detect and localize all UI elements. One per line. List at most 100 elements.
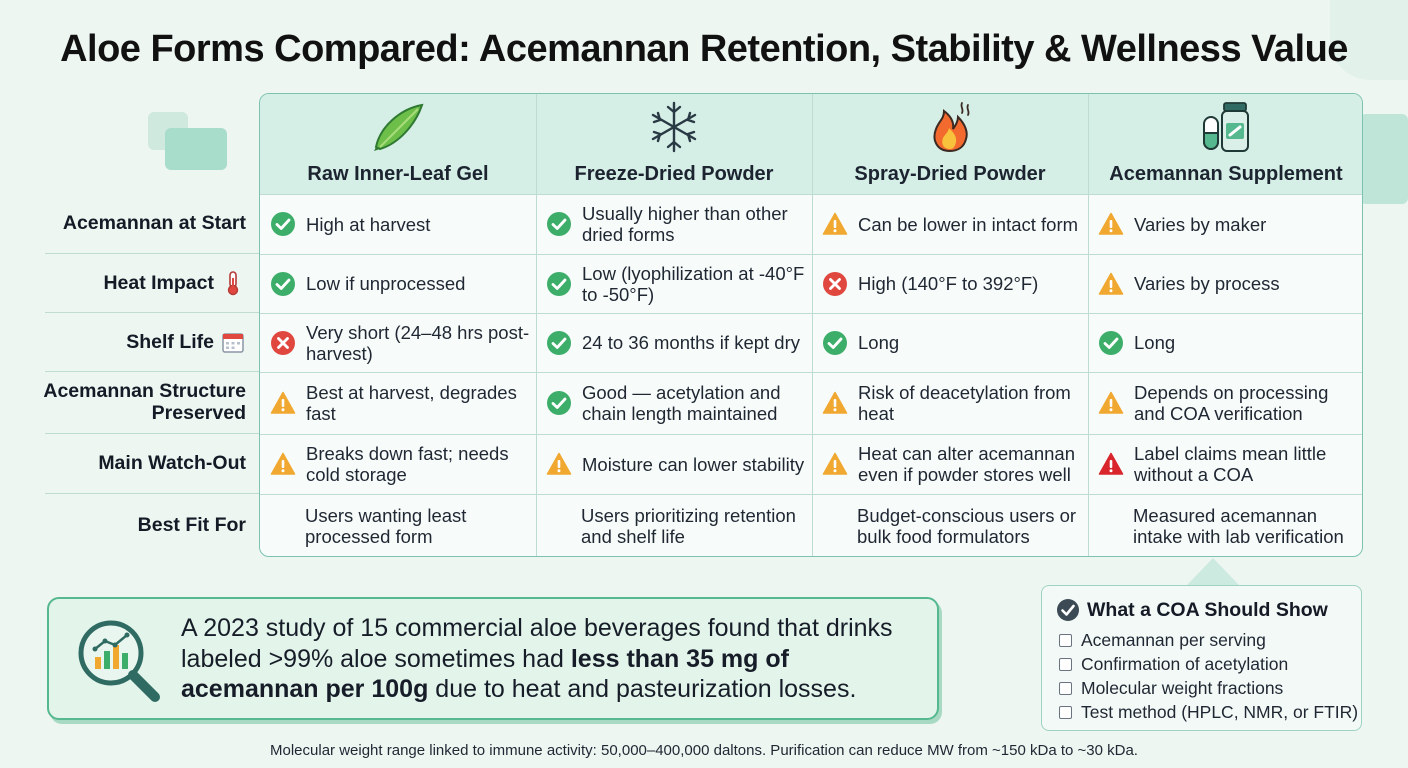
table-cell: Varies by maker <box>1088 194 1362 254</box>
cell-text: Long <box>858 332 900 353</box>
row-label-divider <box>45 371 259 372</box>
snowflake-icon <box>646 99 702 155</box>
checkbox-icon <box>1059 681 1072 695</box>
background-shape <box>1360 114 1408 204</box>
calendar-icon <box>220 329 246 355</box>
table-cell: Low (lyophilization at -40°F to -50°F) <box>536 254 812 313</box>
study-callout: A 2023 study of 15 commercial aloe bever… <box>47 597 939 720</box>
cross-icon <box>822 271 848 297</box>
cell-text: Measured acemannan intake with lab verif… <box>1133 505 1344 547</box>
row-label: Heat Impact <box>30 253 246 312</box>
table-cell: Low if unprocessed <box>260 254 536 313</box>
cell-text: Depends on processing and COA verificati… <box>1134 382 1329 424</box>
row-divider <box>260 372 1362 373</box>
column-header-label: Acemannan Supplement <box>1109 163 1343 185</box>
warning-icon <box>1098 271 1124 297</box>
coa-item: Test method (HPLC, NMR, or FTIR) <box>1059 700 1358 724</box>
thermometer-icon <box>220 270 246 296</box>
warning-icon <box>822 451 848 477</box>
warning-icon <box>1098 390 1124 416</box>
coa-item: Molecular weight fractions <box>1059 676 1358 700</box>
row-label: Acemannan at Start <box>30 193 246 253</box>
row-label-divider <box>45 253 259 254</box>
row-label-text: Acemannan Structure Preserved <box>43 380 246 424</box>
background-shape <box>165 128 227 170</box>
magnifier-chart-icon <box>78 620 160 702</box>
table-cell: High at harvest <box>260 194 536 254</box>
warning-icon <box>1098 211 1124 237</box>
table-cell: Depends on processing and COA verificati… <box>1088 372 1362 434</box>
row-label-text: Heat Impact <box>103 271 214 294</box>
check-icon <box>270 271 296 297</box>
cell-text: High at harvest <box>306 213 431 235</box>
cell-text: Can be lower in intact form <box>858 213 1079 235</box>
cell-text: Breaks down fast; needs cold storage <box>306 443 509 485</box>
check-icon <box>270 211 296 237</box>
comparison-table: Raw Inner-Leaf Gel Freeze-Dried Powder Spr… <box>259 93 1363 557</box>
cell-text: 24 to 36 months if kept dry <box>582 332 801 353</box>
cell-text: Budget-conscious users or bulk food form… <box>857 505 1077 547</box>
column-header-3: Spray-Dried Powder <box>812 94 1088 194</box>
cell-text: Low (lyophilization at -40°F to -50°F) <box>582 262 805 305</box>
row-divider <box>260 194 1362 195</box>
column-header-label: Raw Inner-Leaf Gel <box>307 163 489 185</box>
table-cell: Usually higher than other dried forms <box>536 194 812 254</box>
cell-text: Long <box>1134 332 1176 353</box>
cell-text: Low if unprocessed <box>306 273 466 294</box>
table-cell: Very short (24–48 hrs post-harvest) <box>260 313 536 372</box>
column-divider <box>812 94 813 556</box>
table-cell: Breaks down fast; needs cold storage <box>260 434 536 494</box>
table-cell: Can be lower in intact form <box>812 194 1088 254</box>
footnote: Molecular weight range linked to immune … <box>270 742 1138 759</box>
warning-icon <box>546 451 572 477</box>
coa-item-text: Molecular weight fractions <box>1081 677 1284 698</box>
cell-text: Good — acetylation and chain length main… <box>582 382 781 424</box>
coa-list: Acemannan per serving Confirmation of ace… <box>1059 628 1358 724</box>
cell-text: Heat can alter acemannan even if powder … <box>858 443 1075 485</box>
column-divider <box>536 94 537 556</box>
warning-icon <box>270 390 296 416</box>
page-title: Aloe Forms Compared: Acemannan Retention… <box>60 28 1348 70</box>
row-label: Main Watch-Out <box>30 433 246 493</box>
table-cell: Label claims mean little without a COA <box>1088 434 1362 494</box>
alert-icon <box>1098 451 1124 477</box>
row-divider <box>260 494 1362 495</box>
column-header-label: Spray-Dried Powder <box>854 163 1046 185</box>
check-icon <box>546 330 572 356</box>
cell-text: Moisture can lower stability <box>582 453 805 475</box>
check-icon <box>546 211 572 237</box>
column-header-label: Freeze-Dried Powder <box>574 163 774 185</box>
coa-item-text: Confirmation of acetylation <box>1081 653 1289 674</box>
check-icon <box>546 271 572 297</box>
checkbox-icon <box>1059 657 1072 671</box>
row-label-text: Acemannan at Start <box>62 212 246 234</box>
check-icon <box>822 330 848 356</box>
table-cell: High (140°F to 392°F) <box>812 254 1088 313</box>
column-header-2: Freeze-Dried Powder <box>536 94 812 194</box>
coa-item: Confirmation of acetylation <box>1059 652 1358 676</box>
check-icon <box>546 390 572 416</box>
cell-text: Users prioritizing retention and shelf l… <box>581 505 796 547</box>
table-cell: Long <box>1088 313 1362 372</box>
column-header-1: Raw Inner-Leaf Gel <box>260 94 536 194</box>
cell-text: Best at harvest, degrades fast <box>306 382 517 424</box>
coa-checklist: What a COA Should Show Acemannan per ser… <box>1041 585 1362 731</box>
study-text: A 2023 study of 15 commercial aloe bever… <box>181 614 893 703</box>
table-cell: Best at harvest, degrades fast <box>260 372 536 434</box>
row-label: Shelf Life <box>30 312 246 371</box>
supplement-bottle-icon <box>1198 99 1254 155</box>
cell-text: Usually higher than other dried forms <box>582 203 788 245</box>
row-label-divider <box>45 312 259 313</box>
cross-icon <box>270 330 296 356</box>
table-cell: Risk of deacetylation from heat <box>812 372 1088 434</box>
cell-text: High (140°F to 392°F) <box>858 273 1039 294</box>
row-label-divider <box>45 433 259 434</box>
row-label-text: Best Fit For <box>137 514 246 536</box>
table-cell: Heat can alter acemannan even if powder … <box>812 434 1088 494</box>
cell-text: Varies by process <box>1134 273 1280 294</box>
checkbox-icon <box>1059 633 1072 647</box>
table-cell: 24 to 36 months if kept dry <box>536 313 812 372</box>
warning-icon <box>822 390 848 416</box>
cell-text: Risk of deacetylation from heat <box>858 382 1071 424</box>
row-label: Best Fit For <box>30 493 246 557</box>
